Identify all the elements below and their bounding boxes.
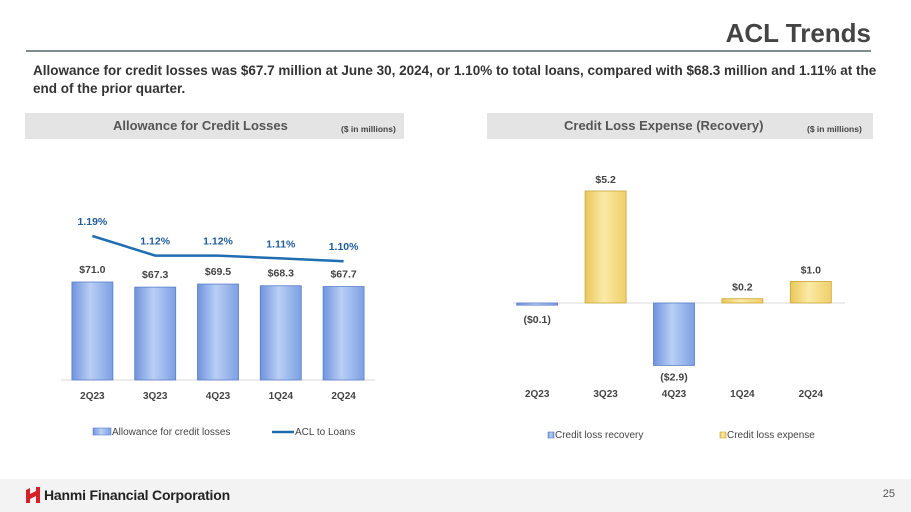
legend-expense-swatch xyxy=(719,431,727,439)
legend-expense-label: Credit loss expense xyxy=(727,430,815,441)
company-logo: Hanmi Financial Corporation xyxy=(26,486,230,504)
title-divider xyxy=(26,50,871,52)
right-panel-title: Credit Loss Expense (Recovery) xyxy=(564,118,764,133)
page-number: 25 xyxy=(882,488,895,500)
acl-ratio-label: 1.11% xyxy=(266,238,296,250)
expense-bar-label: $0.2 xyxy=(732,282,753,294)
left-x-tick-label: 3Q23 xyxy=(143,391,168,402)
allowance-bar xyxy=(197,283,239,381)
acl-ratio-label: 1.10% xyxy=(329,241,359,253)
allowance-bar-label: $68.3 xyxy=(268,268,294,280)
legend-recovery-swatch xyxy=(547,431,555,439)
left-panel-units: ($ in millions) xyxy=(341,124,396,134)
allowance-bar-label: $67.3 xyxy=(142,269,168,281)
expense-bar xyxy=(584,190,627,304)
allowance-bar xyxy=(322,286,365,381)
right-panel-header: Credit Loss Expense (Recovery) ($ in mil… xyxy=(487,113,873,139)
page-subtitle: Allowance for credit losses was $67.7 mi… xyxy=(33,63,877,96)
allowance-bar xyxy=(71,281,114,381)
recovery-bar-label: ($0.1) xyxy=(523,314,550,326)
allowance-bar xyxy=(134,286,177,381)
right-panel-units: ($ in millions) xyxy=(807,124,862,134)
left-x-tick-label: 4Q23 xyxy=(206,391,231,402)
acl-to-loans-line xyxy=(92,234,344,263)
allowance-bar-label: $71.0 xyxy=(79,264,105,276)
company-name: Hanmi Financial Corporation xyxy=(44,487,230,503)
page-title: ACL Trends xyxy=(725,18,871,48)
legend-bar-swatch xyxy=(92,427,112,436)
right-x-tick-label: 4Q23 xyxy=(662,389,687,400)
left-x-tick-label: 2Q23 xyxy=(80,391,105,402)
right-x-tick-label: 3Q23 xyxy=(593,389,618,400)
legend-allowance-label: Allowance for credit losses xyxy=(112,427,230,438)
right-x-tick-label: 2Q24 xyxy=(799,389,824,400)
acl-ratio-label: 1.12% xyxy=(140,236,170,248)
legend-recovery-label: Credit loss recovery xyxy=(555,430,643,441)
acl-ratio-label: 1.12% xyxy=(203,236,233,248)
left-x-tick-label: 2Q24 xyxy=(331,391,356,402)
legend-acl-label: ACL to Loans xyxy=(295,427,355,438)
acl-ratio-label: 1.19% xyxy=(78,216,108,228)
expense-bar-label: $1.0 xyxy=(801,264,822,276)
footer-bar xyxy=(0,479,911,512)
right-x-tick-label: 1Q24 xyxy=(730,389,755,400)
expense-bar xyxy=(789,281,832,304)
hanmi-logo-icon xyxy=(26,487,40,503)
allowance-bar xyxy=(259,285,302,381)
credit-loss-chart: ($0.1) 2Q23 $5.2 3Q23 ($2.9) 4Q23 $0.2 1Q24 $1.0… xyxy=(513,174,845,441)
left-panel-title: Allowance for Credit Losses xyxy=(113,118,288,133)
allowance-bar-label: $67.7 xyxy=(330,269,356,281)
recovery-bar-label: ($2.9) xyxy=(660,371,687,383)
right-x-tick-label: 2Q23 xyxy=(525,389,550,400)
expense-bar xyxy=(721,298,764,304)
left-x-tick-label: 1Q24 xyxy=(269,391,294,402)
expense-bar-label: $5.2 xyxy=(595,174,616,186)
left-panel-header: Allowance for Credit Losses ($ in millio… xyxy=(25,113,404,139)
allowance-chart: $71.0 2Q23 $67.3 3Q23 $69.5 4Q23 $68.3 1Q24 $67.… xyxy=(61,216,375,438)
recovery-bar xyxy=(653,302,695,366)
recovery-bar xyxy=(516,302,559,306)
allowance-bar-label: $69.5 xyxy=(205,266,231,278)
